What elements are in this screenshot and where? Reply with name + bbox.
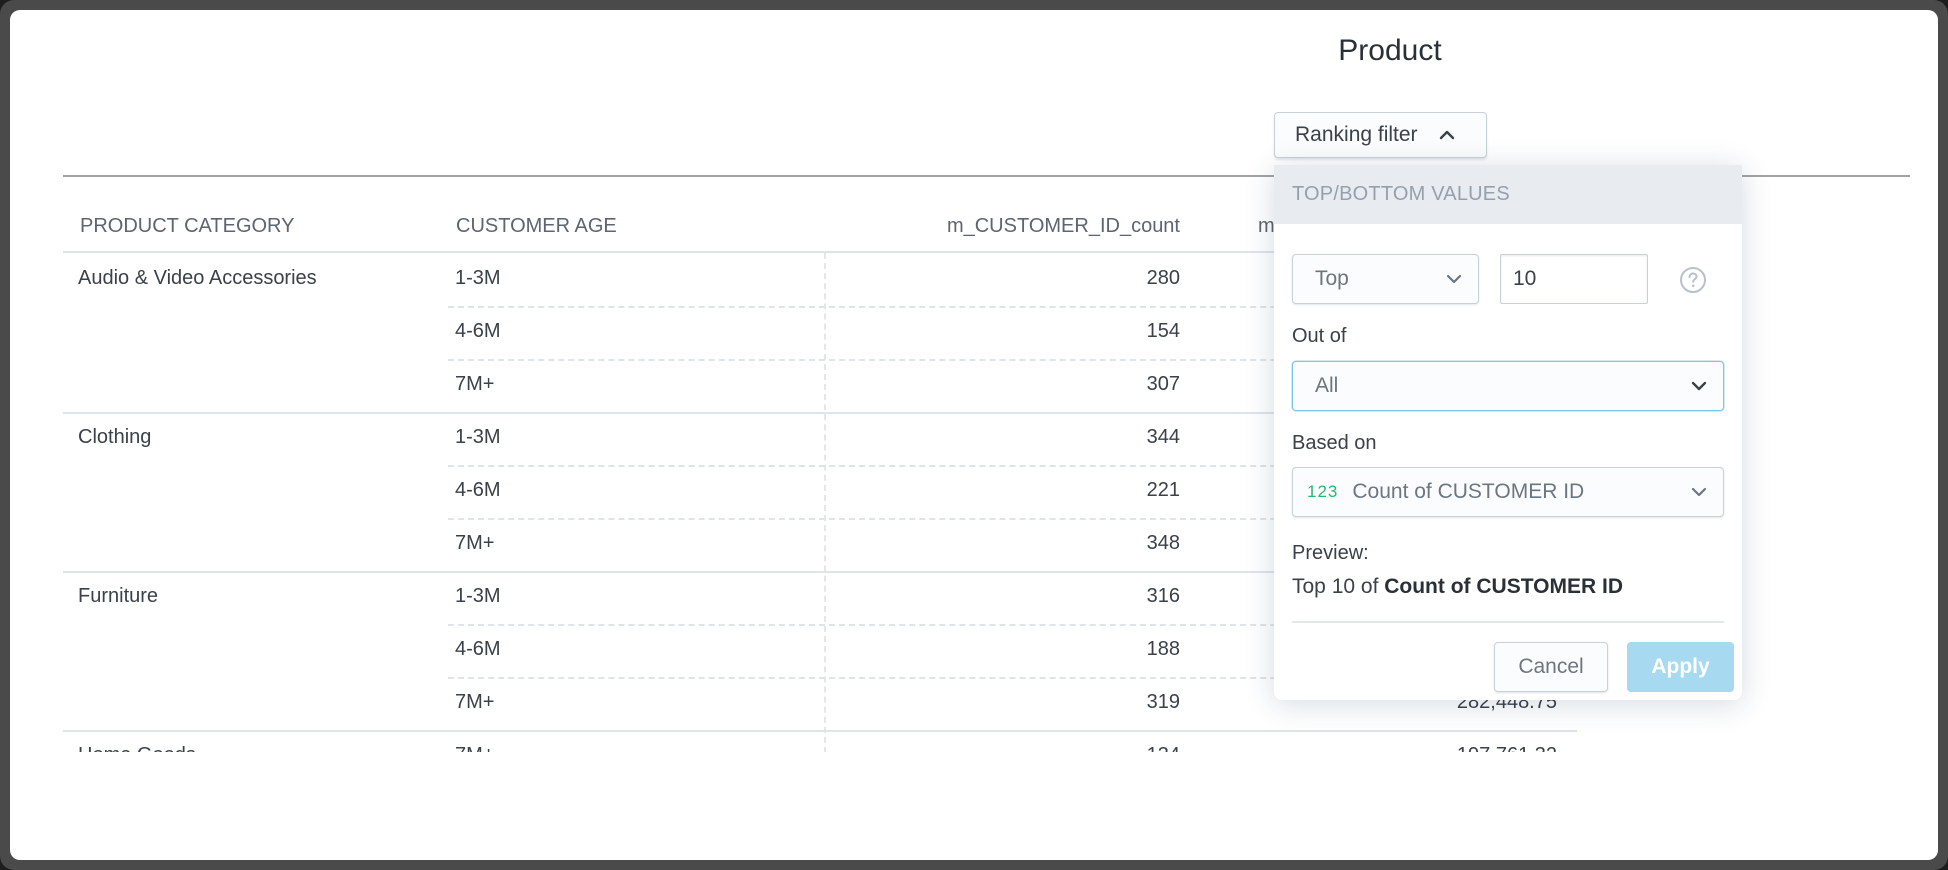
cell-age: 4-6M xyxy=(455,638,501,660)
group-separator xyxy=(63,730,1577,732)
table-row: 7M+ 348 xyxy=(63,518,1577,571)
apply-button[interactable]: Apply xyxy=(1627,642,1734,692)
group-separator xyxy=(63,412,1577,414)
metric-icon: 123 xyxy=(1307,482,1339,501)
row-separator xyxy=(448,624,1577,626)
preview-prefix: Top 10 of xyxy=(1292,575,1385,598)
based-on-label: Based on xyxy=(1292,432,1377,454)
cell-age: 1-3M xyxy=(455,426,501,448)
table-row: Home Goods 7M+ 134 197,761.32 xyxy=(63,730,1577,752)
based-on-value: Count of CUSTOMER ID xyxy=(1352,480,1585,503)
cell-age: 4-6M xyxy=(455,479,501,501)
cell-age: 7M+ xyxy=(455,532,495,554)
cell-count: 344 xyxy=(1146,426,1180,448)
ranking-filter-button[interactable]: Ranking filter xyxy=(1274,112,1487,158)
preview-label: Preview: xyxy=(1292,542,1369,564)
group-separator xyxy=(63,571,1577,573)
row-separator xyxy=(448,677,1577,679)
table-row: 7M+ 307 xyxy=(63,359,1577,412)
column-header-customer-id-count[interactable]: m_CUSTOMER_ID_count xyxy=(946,215,1180,237)
column-divider xyxy=(824,253,826,752)
preview-text: Top 10 of Count of CUSTOMER ID xyxy=(1292,575,1623,599)
question-circle-icon[interactable] xyxy=(1679,266,1707,294)
cell-count: 316 xyxy=(1146,585,1180,607)
preview-metric: Count of CUSTOMER ID xyxy=(1384,575,1623,598)
cell-category: Audio & Video Accessories xyxy=(78,267,317,289)
cell-count: 319 xyxy=(1146,691,1180,713)
cell-count: 221 xyxy=(1146,479,1180,501)
out-of-label: Out of xyxy=(1292,325,1347,347)
table-row: 4-6M 221 xyxy=(63,465,1577,518)
row-separator xyxy=(448,306,1577,308)
chevron-down-icon xyxy=(1689,376,1709,396)
cell-age: 1-3M xyxy=(455,267,501,289)
popup-section-title: TOP/BOTTOM VALUES xyxy=(1274,165,1742,224)
row-separator xyxy=(448,518,1577,520)
column-header-customer-age[interactable]: CUSTOMER AGE xyxy=(456,215,617,237)
cell-count: 307 xyxy=(1146,373,1180,395)
out-of-select[interactable]: All xyxy=(1292,361,1724,411)
cell-category: Home Goods xyxy=(78,744,196,752)
table-row: Furniture 1-3M 316 xyxy=(63,571,1577,624)
based-on-select[interactable]: 123 Count of CUSTOMER ID xyxy=(1292,467,1724,517)
column-header-product-category[interactable]: PRODUCT CATEGORY xyxy=(80,215,295,237)
ranking-filter-popup: TOP/BOTTOM VALUES Top Out of All Based o… xyxy=(1274,165,1742,700)
row-separator xyxy=(448,359,1577,361)
cell-metric-2: 197,761.32 xyxy=(1457,744,1557,752)
row-separator xyxy=(448,465,1577,467)
top-bottom-value: Top xyxy=(1315,267,1349,290)
cell-count: 348 xyxy=(1146,532,1180,554)
ranking-filter-label: Ranking filter xyxy=(1295,123,1418,146)
cell-age: 4-6M xyxy=(455,320,501,342)
cell-count: 188 xyxy=(1146,638,1180,660)
chevron-down-icon xyxy=(1689,482,1709,502)
cancel-button[interactable]: Cancel xyxy=(1494,642,1608,692)
popup-divider xyxy=(1292,621,1724,623)
cell-category: Clothing xyxy=(78,426,152,448)
page-title: Product xyxy=(1338,34,1442,67)
table-row: Audio & Video Accessories 1-3M 280 xyxy=(63,253,1577,306)
chevron-down-icon xyxy=(1444,269,1464,289)
cell-category: Furniture xyxy=(78,585,159,607)
cell-age: 7M+ xyxy=(455,373,495,395)
out-of-value: All xyxy=(1315,374,1339,397)
count-input[interactable] xyxy=(1500,254,1648,304)
cell-age: 7M+ xyxy=(455,744,494,752)
cell-count: 280 xyxy=(1146,267,1180,289)
cell-count: 134 xyxy=(1147,744,1180,752)
pivot-table-canvas: Product Ranking filter PRODUCT CATEGORY … xyxy=(10,10,1938,860)
chevron-up-icon xyxy=(1436,124,1458,146)
table-top-rule xyxy=(63,175,1910,177)
cell-count: 154 xyxy=(1146,320,1180,342)
pivot-table: PRODUCT CATEGORY CUSTOMER AGE m_CUSTOMER… xyxy=(63,177,1910,752)
cell-age: 1-3M xyxy=(455,585,501,607)
table-row: 4-6M 154 xyxy=(63,306,1577,359)
table-row: 4-6M 188 xyxy=(63,624,1577,677)
cell-age: 7M+ xyxy=(455,691,495,713)
table-row: Clothing 1-3M 344 xyxy=(63,412,1577,465)
top-bottom-select[interactable]: Top xyxy=(1292,254,1479,304)
